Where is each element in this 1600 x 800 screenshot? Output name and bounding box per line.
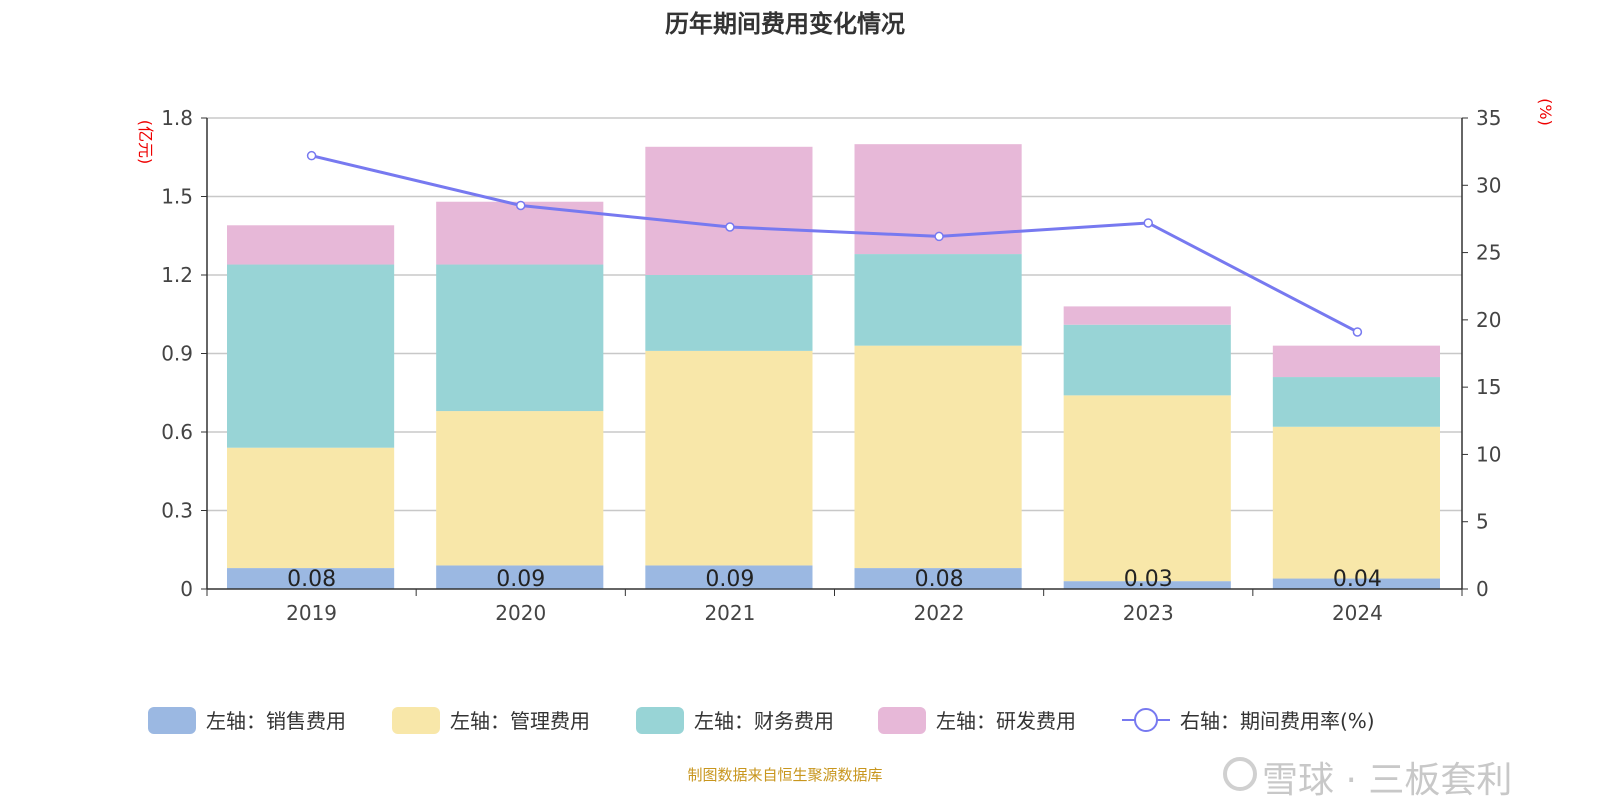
bar-1-2024 xyxy=(1272,426,1440,579)
bar-0-2024 xyxy=(1272,578,1440,589)
legend-label: 右轴：期间费用率(%) xyxy=(1180,709,1375,733)
x-tick-label: 2019 xyxy=(286,601,337,625)
right-tick-label: 10 xyxy=(1476,442,1501,466)
data-label: 0.04 xyxy=(1333,567,1382,592)
x-tick-label: 2020 xyxy=(495,601,546,625)
data-label: 0.08 xyxy=(915,567,964,592)
rate-point xyxy=(1352,327,1363,337)
data-label: 0.09 xyxy=(705,567,754,592)
right-tick-label: 20 xyxy=(1476,308,1501,332)
rate-point xyxy=(306,150,317,161)
x-tick-label: 2023 xyxy=(1123,601,1174,625)
bar-3-2024 xyxy=(1272,345,1440,378)
rate-line-path xyxy=(311,154,1359,334)
bar-0-2021 xyxy=(645,565,813,589)
source-note: 制图数据来自恒生聚源数据库 xyxy=(687,766,882,784)
rate-line xyxy=(306,150,1363,337)
bar-0-2022 xyxy=(854,568,1022,589)
chart-title: 历年期间费用变化情况 xyxy=(665,10,905,38)
legend-swatch-2 xyxy=(636,707,684,734)
bar-0-2020 xyxy=(436,565,604,589)
right-axis-unit: (%) xyxy=(1536,98,1555,126)
watermark-logo-icon xyxy=(1223,757,1257,791)
bar-2-2023 xyxy=(1063,324,1231,396)
x-tick-label: 2024 xyxy=(1332,601,1383,625)
legend-swatch-1 xyxy=(392,707,440,734)
bar-3-2019 xyxy=(227,225,395,265)
watermark: 雪球 · 三板套利 xyxy=(1223,757,1512,800)
data-label: 0.08 xyxy=(287,567,336,592)
axes: 0 0.3 0.6 0.9 1.2 1.5 1.8 0 5 10 15 20 25 30 35 2019 202… xyxy=(161,106,1501,625)
rate-point xyxy=(1143,218,1153,228)
left-tick-label: 1.2 xyxy=(161,263,193,287)
bar-1-2023 xyxy=(1063,395,1231,582)
data-label: 0.09 xyxy=(496,567,545,592)
legend-label: 左轴：财务费用 xyxy=(694,709,834,733)
right-tick-label: 25 xyxy=(1476,241,1501,265)
legend: 左轴：销售费用 左轴：管理费用 左轴：财务费用 左轴：研发费用 右轴：期间费用率(%) xyxy=(148,707,1375,734)
rate-point xyxy=(725,222,735,232)
left-tick-label: 0.9 xyxy=(161,342,193,366)
watermark-text: 雪球 · 三板套利 xyxy=(1262,760,1512,800)
right-tick-label: 15 xyxy=(1476,375,1501,399)
bar-2-2020 xyxy=(436,264,604,412)
legend-swatch-0 xyxy=(148,707,196,734)
bars: 0.08 0.09 0.09 0.08 0.03 0.04 xyxy=(227,144,1440,592)
grid xyxy=(207,117,1462,512)
bar-1-2021 xyxy=(645,350,813,566)
bar-0-2019 xyxy=(227,568,395,589)
bar-1-2019 xyxy=(227,447,395,569)
legend-label: 左轴：销售费用 xyxy=(206,709,346,733)
left-tick-label: 0.6 xyxy=(161,420,193,444)
right-tick-label: 0 xyxy=(1476,577,1489,601)
left-axis-unit: (亿元) xyxy=(136,120,155,165)
legend-marker-icon xyxy=(1134,708,1158,732)
data-label: 0.03 xyxy=(1124,567,1173,592)
bar-3-2023 xyxy=(1063,306,1231,325)
legend-swatch-3 xyxy=(878,707,926,734)
bar-2-2021 xyxy=(645,275,813,351)
left-tick-label: 1.5 xyxy=(161,185,193,209)
bar-1-2022 xyxy=(854,345,1022,569)
x-tick-label: 2021 xyxy=(704,601,755,625)
x-tick-label: 2022 xyxy=(914,601,965,625)
rate-point xyxy=(516,200,526,211)
left-tick-label: 0.3 xyxy=(161,499,193,523)
bar-2-2019 xyxy=(227,264,395,448)
bar-1-2020 xyxy=(436,411,604,566)
bar-3-2021 xyxy=(645,146,813,275)
right-tick-label: 5 xyxy=(1476,510,1489,534)
bar-0-2023 xyxy=(1063,581,1231,589)
left-tick-label: 0 xyxy=(180,577,193,601)
right-tick-label: 30 xyxy=(1476,173,1501,197)
bar-2-2022 xyxy=(854,254,1022,346)
legend-label: 左轴：管理费用 xyxy=(450,709,590,733)
legend-label: 左轴：研发费用 xyxy=(936,709,1076,733)
bar-2-2024 xyxy=(1272,377,1440,427)
rate-point xyxy=(934,231,944,242)
right-tick-label: 35 xyxy=(1476,106,1501,130)
left-tick-label: 1.8 xyxy=(161,106,193,130)
